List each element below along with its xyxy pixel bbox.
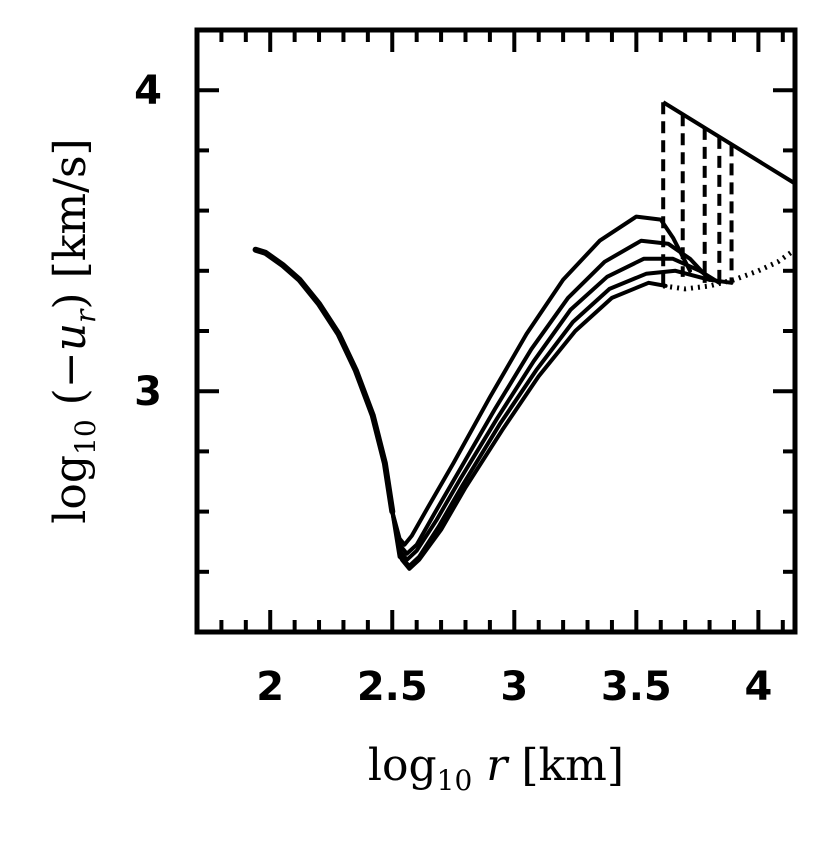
x-tick-label: 3.5 — [601, 664, 672, 710]
velocity-curve — [390, 256, 722, 562]
x-tick-label: 3 — [500, 664, 528, 710]
velocity-curve — [390, 280, 668, 571]
y-axis-label: log10 (−ur) [km/s] — [45, 138, 102, 523]
x-axis-label: log10 r [km] — [368, 740, 624, 797]
x-tick-label: 4 — [744, 664, 772, 710]
y-tick-label: 3 — [134, 369, 162, 415]
velocity-curve — [390, 268, 734, 568]
velocity-curve — [390, 214, 692, 547]
axis-tick-labels: 2 2.5 3 3.5 4 3 4 — [134, 68, 772, 710]
x-tick-label: 2 — [256, 664, 284, 710]
common-branch-line — [252, 246, 396, 515]
y-tick-label: 4 — [134, 68, 162, 114]
velocity-curve — [390, 238, 712, 556]
x-tick-label: 2.5 — [357, 664, 428, 710]
shock-line — [662, 100, 797, 186]
plot-frame — [194, 27, 798, 635]
series-group — [252, 100, 797, 571]
dotted-curve — [662, 247, 797, 292]
axis-ticks — [197, 30, 795, 632]
